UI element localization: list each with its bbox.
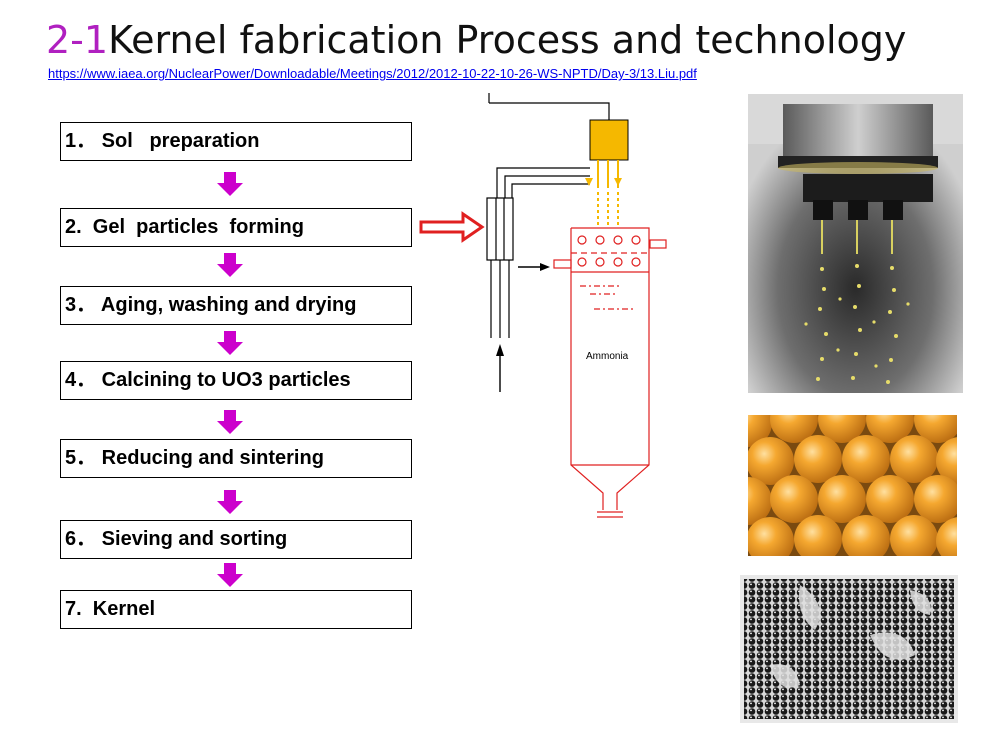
step-aging-washing-drying: 3． Aging, washing and drying: [60, 286, 412, 325]
step-kernel: 7. Kernel: [60, 590, 412, 629]
gel-forming-apparatus-diagram: Ammonia: [419, 93, 667, 518]
step-sieving-sorting: 6． Sieving and sorting: [60, 520, 412, 559]
step-reducing-sintering: 5． Reducing and sintering: [60, 439, 412, 478]
slide-title-text: Kernel fabrication Process and technolog…: [108, 18, 907, 62]
slide-title-number: 2-1: [46, 18, 109, 62]
down-arrow-icon: [217, 172, 243, 196]
droplet-streams: [585, 160, 622, 228]
orange-gel-spheres-photo: [748, 415, 957, 556]
up-arrow-icon: [496, 344, 504, 392]
down-arrow-icon: [217, 253, 243, 277]
red-outline-arrow-icon: [419, 211, 485, 243]
step-gel-particles-forming: 2. Gel particles forming: [60, 208, 412, 247]
vessel-label: Ammonia: [586, 351, 629, 362]
down-arrow-icon: [217, 563, 243, 587]
down-arrow-icon: [217, 490, 243, 514]
down-arrow-icon: [217, 410, 243, 434]
black-kernels-photo: [740, 575, 958, 723]
step-sol-preparation: 1． Sol preparation: [60, 122, 412, 161]
source-link[interactable]: https://www.iaea.org/NuclearPower/Downlo…: [48, 66, 697, 81]
feed-box: [589, 119, 629, 161]
feed-lines: [486, 93, 610, 338]
down-arrow-icon: [217, 331, 243, 355]
slide-title: 2-1Kernel fabrication Process and techno…: [46, 14, 906, 66]
step-calcining: 4． Calcining to UO3 particles: [60, 361, 412, 400]
droplet-nozzles-photo: [748, 94, 963, 393]
right-arrow-icon: [518, 263, 550, 271]
ammonia-vessel: [553, 227, 667, 518]
